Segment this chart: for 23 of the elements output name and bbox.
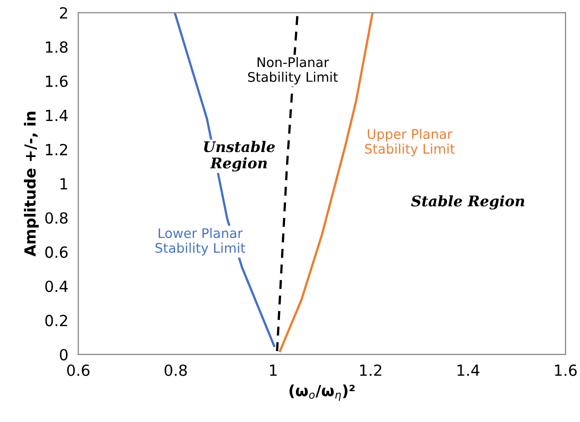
y-tick-label: 2 bbox=[60, 7, 68, 18]
series-label: Non-Planar Stability Limit bbox=[248, 56, 338, 85]
annotation: Stable Region bbox=[411, 195, 524, 210]
y-tick-label: 1.4 bbox=[46, 110, 68, 122]
series-label: Upper Planar Stability Limit bbox=[365, 128, 455, 156]
y-tick-label: 1 bbox=[60, 178, 68, 190]
y-tick-label: 0 bbox=[60, 348, 68, 360]
x-tick-label: 0.8 bbox=[164, 364, 187, 376]
y-tick-label: 0.8 bbox=[45, 212, 68, 224]
y-tick-label: 0.6 bbox=[45, 246, 68, 258]
y-axis-title: Amplitude +/-, in bbox=[24, 112, 39, 256]
y-tick-label: 0.2 bbox=[45, 314, 68, 326]
x-axis-title: (ω$_{o}$/ω$_{η}$)² bbox=[290, 384, 355, 401]
y-tick-label: 0.4 bbox=[45, 280, 68, 292]
x-tick-label: 1 bbox=[270, 364, 277, 376]
x-tick-label: 1.2 bbox=[360, 364, 382, 376]
y-tick-label: 1.6 bbox=[46, 75, 68, 88]
x-tick-label: 1.6 bbox=[555, 364, 577, 376]
y-tick-label: 1.2 bbox=[46, 144, 68, 156]
x-tick-label: 1.4 bbox=[458, 364, 480, 376]
series-label: Lower Planar Stability Limit bbox=[156, 228, 246, 256]
y-tick-label: 1.8 bbox=[46, 41, 68, 53]
annotation: Unstable Region bbox=[204, 140, 275, 172]
